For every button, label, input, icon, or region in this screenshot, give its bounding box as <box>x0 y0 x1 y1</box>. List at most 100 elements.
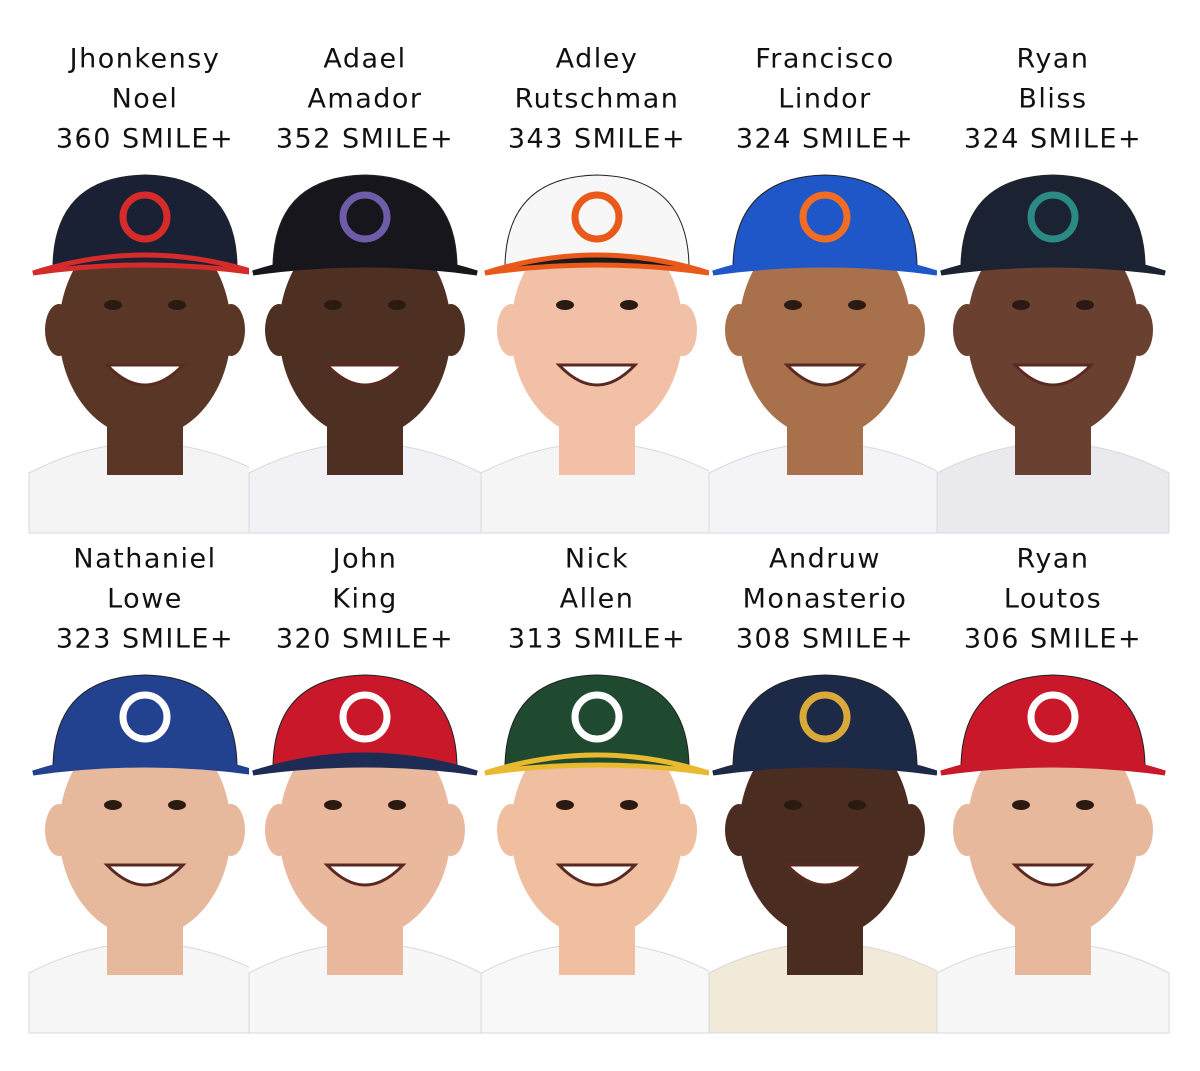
face <box>967 722 1139 938</box>
player-score: 324 SMILE+ <box>964 124 1142 155</box>
player-first-name: Ryan <box>1017 544 1090 575</box>
face <box>739 222 911 438</box>
eye <box>104 300 122 310</box>
player-last-name: Lowe <box>107 584 183 615</box>
eye <box>848 300 866 310</box>
smile <box>1011 363 1095 387</box>
cap-crown <box>960 174 1146 266</box>
face <box>279 722 451 938</box>
player-last-name: King <box>332 584 397 615</box>
player-photo <box>708 165 942 534</box>
face <box>511 222 683 438</box>
cap-brim <box>252 252 478 276</box>
player-photo <box>708 665 942 1034</box>
smile <box>323 863 407 887</box>
eye <box>1012 800 1030 810</box>
smile <box>555 863 639 887</box>
cap-crown <box>52 174 238 266</box>
eye <box>168 300 186 310</box>
cap-logo <box>799 191 851 243</box>
player-score: 323 SMILE+ <box>56 624 234 655</box>
face <box>59 222 231 438</box>
cap-crown <box>504 674 690 766</box>
eye <box>620 800 638 810</box>
player-photo <box>28 165 262 534</box>
player-photo <box>28 665 262 1034</box>
player-first-name: Jhonkensy <box>68 44 221 75</box>
cap-crown <box>960 674 1146 766</box>
player-score: 343 SMILE+ <box>508 124 686 155</box>
eye <box>388 300 406 310</box>
player-first-name: Ryan <box>1017 44 1090 75</box>
smile <box>323 363 407 387</box>
eye <box>784 300 802 310</box>
face <box>59 722 231 938</box>
player-score: 360 SMILE+ <box>56 124 234 155</box>
smile <box>783 863 867 887</box>
player-last-name: Loutos <box>1004 584 1102 615</box>
player-score: 352 SMILE+ <box>276 124 454 155</box>
player-last-name: Rutschman <box>515 84 680 115</box>
cap-crown <box>272 174 458 266</box>
face <box>511 722 683 938</box>
player-photo <box>480 165 714 534</box>
cap-logo <box>339 191 391 243</box>
eye <box>324 300 342 310</box>
cap-brim <box>940 752 1166 776</box>
player-last-name: Noel <box>112 84 179 115</box>
eye <box>1076 300 1094 310</box>
player-photo <box>936 165 1170 534</box>
player-photo <box>480 665 714 1034</box>
cap-crown <box>504 174 690 266</box>
player-last-name: Bliss <box>1018 84 1087 115</box>
player-score: 308 SMILE+ <box>736 624 914 655</box>
player-photo <box>936 665 1170 1034</box>
cap-logo <box>571 691 623 743</box>
player-first-name: Andruw <box>769 544 881 575</box>
eye <box>168 800 186 810</box>
player-score: 320 SMILE+ <box>276 624 454 655</box>
player-first-name: Nick <box>565 544 629 575</box>
cap-crown <box>52 674 238 766</box>
cap-logo <box>1027 691 1079 743</box>
player-score: 313 SMILE+ <box>508 624 686 655</box>
eye <box>1076 800 1094 810</box>
cap-crown <box>732 674 918 766</box>
cap-brim <box>252 752 478 776</box>
cap-logo <box>119 191 171 243</box>
cap-logo <box>1027 191 1079 243</box>
player-score: 306 SMILE+ <box>964 624 1142 655</box>
player-first-name: John <box>331 544 398 575</box>
player-photo <box>248 665 482 1034</box>
player-score: 324 SMILE+ <box>736 124 914 155</box>
player-photo <box>248 165 482 534</box>
player-last-name: Amador <box>307 84 422 115</box>
cap-logo <box>571 191 623 243</box>
player-last-name: Allen <box>560 584 635 615</box>
player-first-name: Adley <box>556 44 639 75</box>
eye <box>556 300 574 310</box>
smile <box>103 863 187 887</box>
player-first-name: Nathaniel <box>73 544 216 575</box>
face <box>967 222 1139 438</box>
eye <box>620 300 638 310</box>
cap-crown <box>272 674 458 766</box>
smile <box>1011 863 1095 887</box>
cap-crown <box>732 174 918 266</box>
eye <box>784 800 802 810</box>
cap-brim <box>940 252 1166 276</box>
eye <box>388 800 406 810</box>
cap-logo <box>339 691 391 743</box>
eye <box>848 800 866 810</box>
eye <box>324 800 342 810</box>
player-last-name: Monasterio <box>743 584 908 615</box>
smile <box>103 363 187 387</box>
face <box>739 722 911 938</box>
smile <box>555 363 639 387</box>
face <box>279 222 451 438</box>
eye <box>104 800 122 810</box>
eye <box>556 800 574 810</box>
player-first-name: Adael <box>323 44 406 75</box>
